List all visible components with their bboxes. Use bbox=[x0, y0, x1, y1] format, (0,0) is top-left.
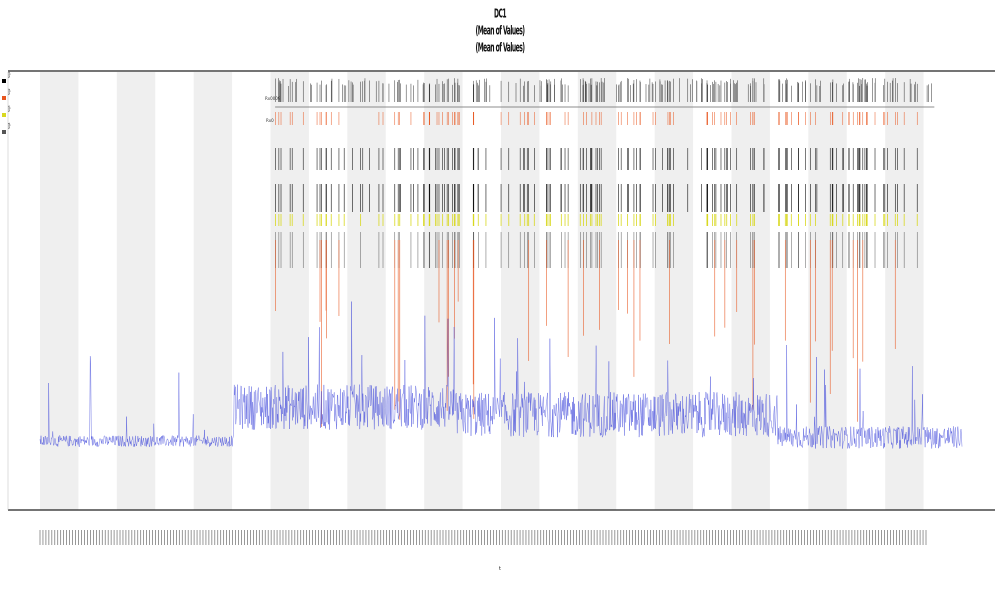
legend-entry: Sig2 bbox=[2, 88, 14, 100]
legend-entry: Sig3 bbox=[2, 105, 14, 117]
x-axis-label: t bbox=[499, 566, 501, 572]
legend-swatch bbox=[2, 129, 6, 134]
background-band bbox=[193, 72, 233, 510]
chart-subtitle-1: (Mean of Values) bbox=[475, 24, 525, 39]
legend-label: Sig1 bbox=[7, 71, 11, 78]
background-band bbox=[347, 72, 386, 510]
background-band bbox=[270, 72, 309, 510]
background-band bbox=[731, 72, 770, 510]
title-block: DC1 (Mean of Values) (Mean of Values) bbox=[0, 6, 1000, 60]
legend-swatch bbox=[2, 95, 6, 100]
legend-entry: Sig4 bbox=[2, 122, 14, 134]
legend-entry: Sig1 bbox=[2, 71, 14, 83]
track-row-label: Rx0009 bbox=[265, 96, 281, 101]
legend-swatch bbox=[2, 78, 6, 83]
chart-title: DC1 bbox=[493, 7, 507, 22]
chart-subtitle-2: (Mean of Values) bbox=[475, 41, 525, 56]
legend-label: Sig3 bbox=[7, 105, 11, 112]
background-band bbox=[577, 72, 617, 510]
legend-label: Sig2 bbox=[7, 88, 11, 95]
legend: Sig1 Sig2 Sig3 Sig4 bbox=[2, 71, 14, 146]
background-band bbox=[885, 72, 924, 510]
legend-swatch bbox=[2, 112, 6, 117]
background-band bbox=[424, 72, 463, 510]
legend-label: Sig4 bbox=[7, 122, 11, 129]
track-row-label: Rx0 bbox=[266, 118, 274, 123]
background-band bbox=[116, 72, 156, 510]
series-line-baseline bbox=[39, 301, 963, 449]
background-band bbox=[501, 72, 540, 510]
background-band bbox=[654, 72, 694, 510]
